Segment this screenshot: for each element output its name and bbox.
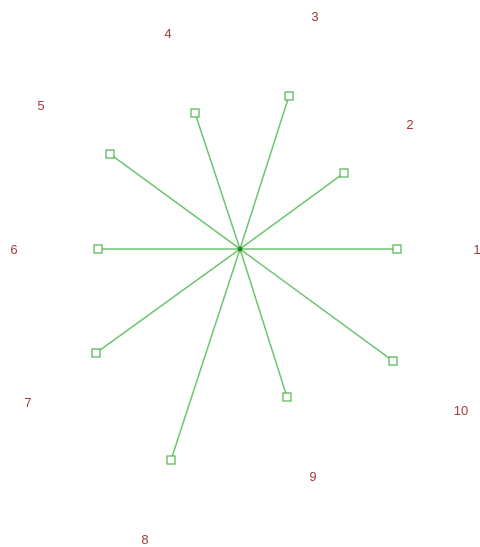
spoke-line-3 [239,95,290,250]
spoke-line-9 [239,248,288,398]
spoke-line-7 [95,248,241,354]
spoke-handle-6[interactable] [93,244,103,254]
center-node[interactable] [237,246,243,252]
spoke-label-1: 1 [473,242,480,257]
spoke-label-4: 4 [164,26,171,41]
spoke-label-3: 3 [311,9,318,24]
spoke-line-4 [194,112,241,250]
spoke-label-10: 10 [454,403,468,418]
spoke-handle-9[interactable] [282,392,292,402]
spoke-handle-5[interactable] [105,149,115,159]
spoke-group [95,95,397,461]
handle-group [91,91,402,465]
label-group: 1 2 3 4 5 6 7 8 9 10 [10,9,480,547]
spoke-line-5 [109,153,241,250]
spoke-handle-7[interactable] [91,348,101,358]
spoke-label-2: 2 [406,117,413,132]
spoke-handle-3[interactable] [284,91,294,101]
spoke-handle-10[interactable] [388,356,398,366]
spoke-handle-2[interactable] [339,168,349,178]
spoke-handle-1[interactable] [392,244,402,254]
spoke-handle-8[interactable] [166,455,176,465]
spoke-line-8 [170,248,241,461]
spoke-label-5: 5 [37,98,44,113]
spoke-label-7: 7 [24,395,31,410]
spoke-label-9: 9 [309,469,316,484]
spoke-label-8: 8 [141,532,148,547]
spoke-label-6: 6 [10,242,17,257]
spoke-line-2 [239,172,345,250]
spoke-line-10 [239,248,394,362]
spoke-handle-4[interactable] [190,108,200,118]
